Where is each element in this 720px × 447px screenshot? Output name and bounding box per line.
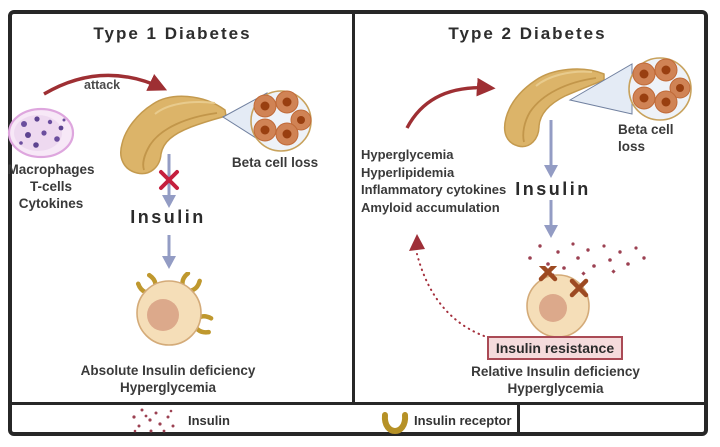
attack-arrow-icon	[43, 73, 168, 96]
progression-arrow-icon	[405, 77, 496, 129]
beta-cell-loss-line: Beta cell	[618, 122, 674, 137]
immune-cell-label: Cytokines	[18, 196, 84, 211]
panel-divider	[352, 13, 355, 403]
attack-label: attack	[84, 78, 121, 92]
risk-factor: Amyloid accumulation	[361, 199, 500, 215]
outcome-text-type2: Relative Insulin deficiency Hyperglycemi…	[458, 363, 653, 397]
figure-frame	[8, 10, 708, 436]
insulin-resistance-box: Insulin resistance	[487, 336, 623, 360]
beta-cell-magnifier-icon	[568, 57, 692, 121]
immune-cell-label: T-cells	[29, 179, 73, 194]
panel-title-type1: Type 1 Diabetes	[93, 24, 252, 43]
blocked-receptor-x-icon	[538, 266, 589, 298]
beta-cell-loss-line: loss	[618, 139, 646, 154]
risk-factor: Hyperglycemia	[361, 147, 454, 162]
legend-insulin-label: Insulin	[188, 413, 230, 428]
legend-divider	[11, 402, 705, 405]
panel-title-type2: Type 2 Diabetes	[448, 24, 607, 43]
blocked-x-icon	[159, 170, 179, 190]
insulin-flow-arrow-icon	[162, 235, 176, 269]
immune-cell-label: Macrophages	[7, 162, 95, 177]
blocked-insulin-arrow-icon	[159, 154, 179, 208]
insulin-flow-arrow-icon	[544, 200, 558, 238]
feedback-arrow-icon	[409, 234, 485, 337]
outcome-text-type1: Absolute Insulin deficiency Hyperglycemi…	[48, 362, 288, 396]
legend-cell-divider	[517, 405, 520, 433]
outcome-line: Absolute Insulin deficiency	[80, 363, 256, 378]
risk-factor-list: Hyperglycemia Hyperlipidemia Inflammator…	[361, 146, 521, 216]
outcome-line: Hyperglycemia	[119, 380, 217, 395]
outcome-line: Hyperglycemia	[507, 381, 604, 396]
legend-insulin-dots-icon	[132, 408, 175, 433]
pancreas-icon	[120, 95, 227, 175]
legend-insulin-receptor-icon	[381, 412, 409, 435]
target-cell-icon	[135, 272, 214, 346]
immune-cell-cluster-icon	[7, 107, 75, 159]
risk-factor: Hyperlipidemia	[361, 164, 455, 180]
immune-cell-labels: Macrophages T-cells Cytokines	[2, 161, 100, 212]
resistant-cell-icon	[526, 266, 590, 338]
beta-cell-magnifier-icon	[222, 90, 312, 152]
insulin-label-type2: Insulin	[515, 179, 591, 199]
insulin-flow-arrow-icon	[544, 120, 558, 178]
insulin-label-type1: Insulin	[130, 207, 206, 227]
beta-cell-loss-label: Beta cell loss	[618, 121, 698, 155]
outcome-line: Relative Insulin deficiency	[471, 364, 640, 379]
risk-factor: Inflammatory cytokines	[361, 182, 507, 197]
legend-receptor-label: Insulin receptor	[414, 413, 512, 428]
pancreas-icon	[503, 68, 605, 148]
beta-cell-loss-label: Beta cell loss	[231, 155, 319, 170]
